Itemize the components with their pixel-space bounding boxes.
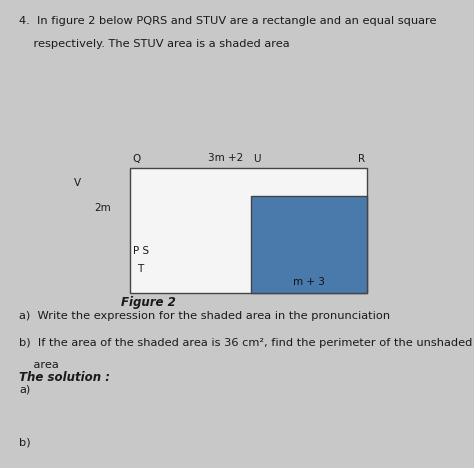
- Text: b): b): [19, 438, 31, 447]
- Text: area: area: [19, 360, 59, 370]
- Bar: [251, 196, 367, 292]
- Text: Figure 2: Figure 2: [121, 296, 176, 309]
- Text: V: V: [73, 178, 81, 188]
- Text: a)  Write the expression for the shaded area in the pronunciation: a) Write the expression for the shaded a…: [19, 311, 390, 321]
- Text: P S: P S: [133, 246, 149, 256]
- Text: The solution :: The solution :: [19, 371, 110, 384]
- Text: a): a): [19, 385, 30, 395]
- Text: m + 3: m + 3: [293, 277, 325, 287]
- Text: 3m +2: 3m +2: [208, 153, 243, 163]
- Text: Q: Q: [133, 154, 141, 164]
- Text: 4.  In figure 2 below PQRS and STUV are a rectangle and an equal square: 4. In figure 2 below PQRS and STUV are a…: [19, 16, 437, 26]
- Text: b)  If the area of the shaded area is 36 cm², find the perimeter of the unshaded: b) If the area of the shaded area is 36 …: [19, 338, 472, 348]
- Text: R: R: [358, 154, 365, 164]
- Bar: [130, 168, 367, 292]
- Text: respectively. The STUV area is a shaded area: respectively. The STUV area is a shaded …: [19, 39, 290, 49]
- Text: 2m: 2m: [95, 203, 111, 213]
- Text: U: U: [254, 154, 261, 164]
- Text: T: T: [137, 264, 144, 274]
